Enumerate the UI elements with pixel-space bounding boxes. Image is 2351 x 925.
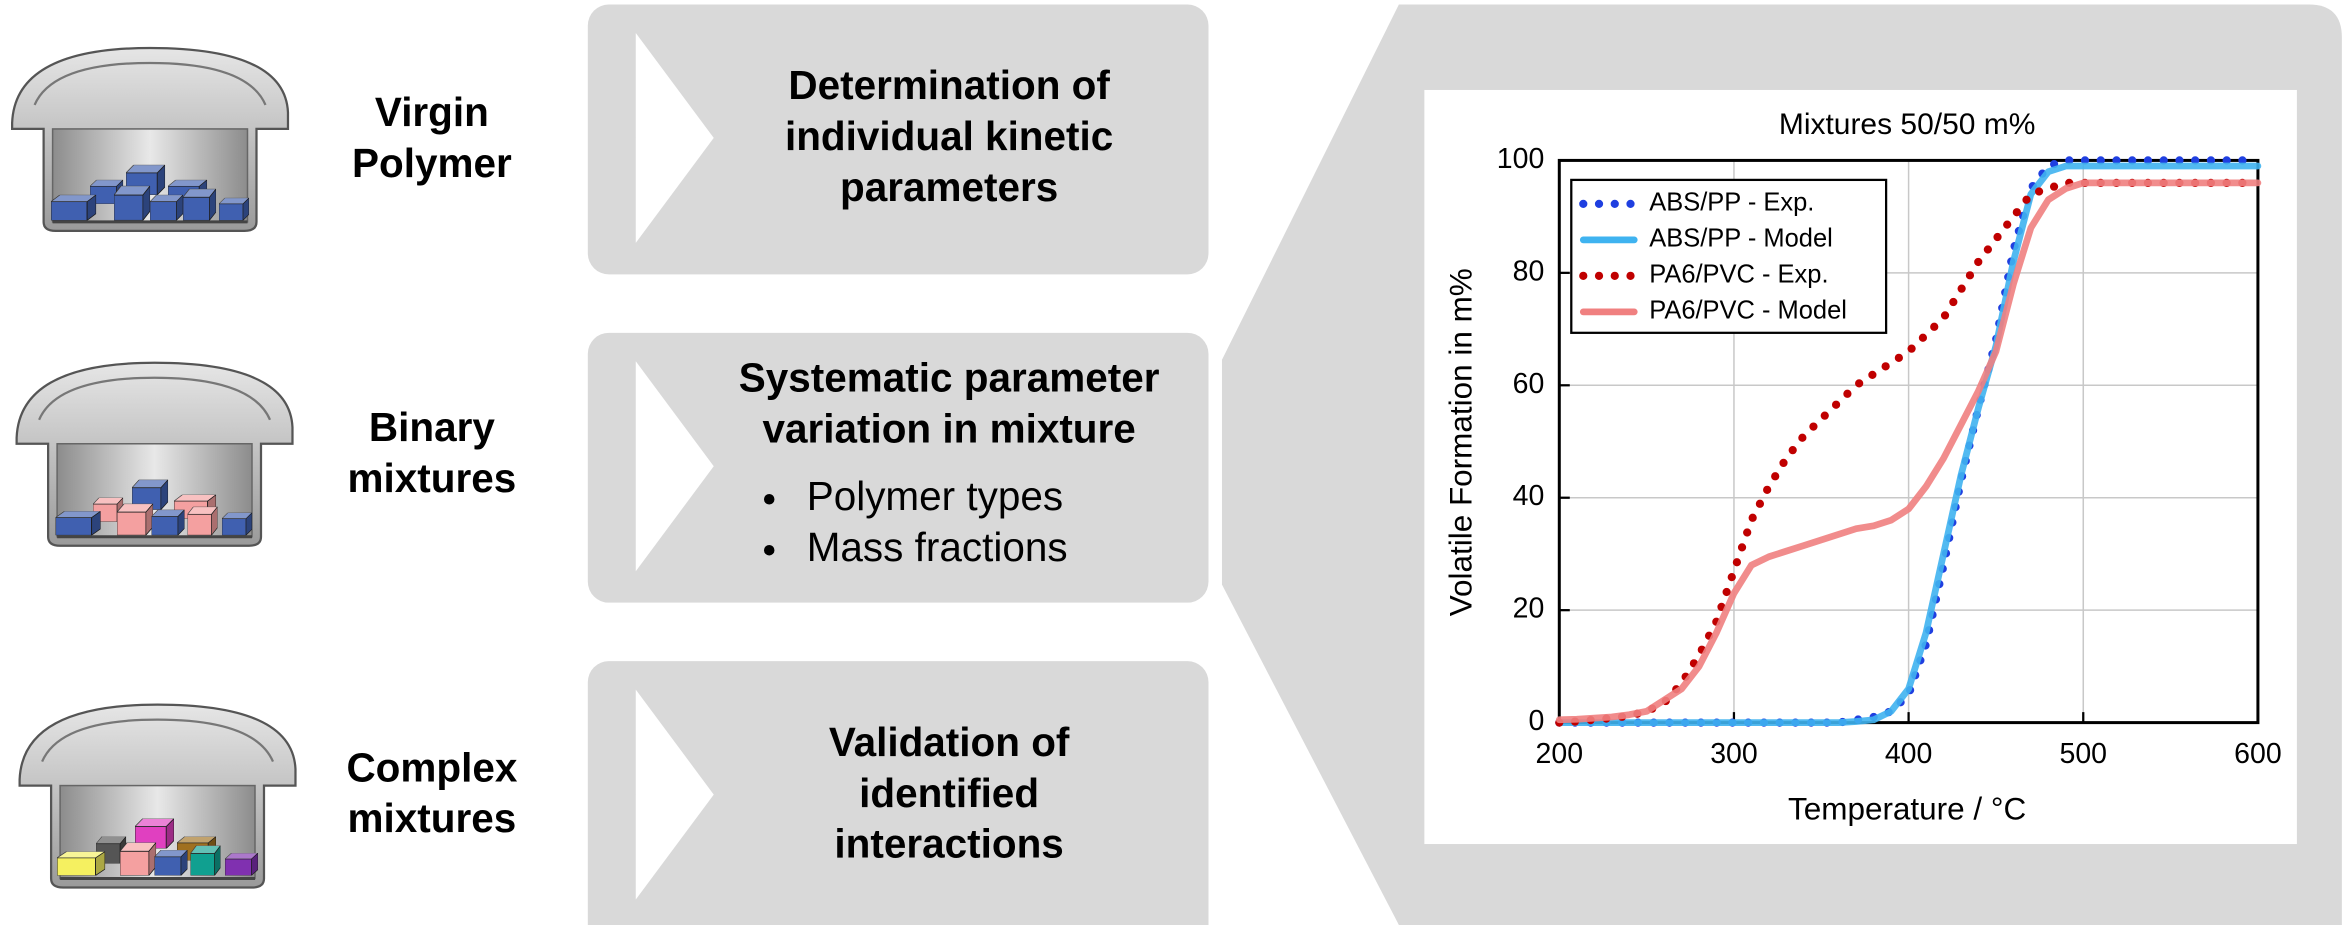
y-tick-label: 0 xyxy=(1528,705,1544,737)
legend-label: ABS/PP - Exp. xyxy=(1649,189,1814,217)
y-tick-label: 100 xyxy=(1497,143,1545,175)
legend-label: ABS/PP - Model xyxy=(1649,225,1833,253)
y-tick-label: 80 xyxy=(1513,255,1545,287)
row-label: Complex xyxy=(346,744,517,790)
chart: Mixtures 50/50 m% Temperature / °C Volat… xyxy=(1444,108,2282,827)
step-box: Validation of identified interactions xyxy=(587,661,1209,925)
row-label: Virgin xyxy=(375,89,489,135)
box-text: parameters xyxy=(840,164,1058,210)
x-tick-label: 600 xyxy=(2234,738,2282,770)
x-tick-label: 300 xyxy=(1710,738,1758,770)
bullet-text: Mass fractions xyxy=(807,524,1068,570)
bullet xyxy=(763,493,775,505)
bullet-text: Polymer types xyxy=(807,473,1063,519)
box-text: Systematic parameter xyxy=(739,354,1160,400)
box-text: Validation of xyxy=(829,719,1070,765)
box-text: interactions xyxy=(834,821,1063,867)
x-tick-label: 500 xyxy=(2060,738,2108,770)
legend-label: PA6/PVC - Exp. xyxy=(1649,261,1828,289)
legend-label: PA6/PVC - Model xyxy=(1649,297,1847,325)
crucible-icon xyxy=(18,703,297,890)
chart-title: Mixtures 50/50 m% xyxy=(1779,108,2036,141)
box-text: identified xyxy=(859,770,1039,816)
legend-box xyxy=(1570,178,1888,334)
data-line xyxy=(1555,162,2262,726)
plot-frame xyxy=(1557,158,2260,725)
step-box: Systematic parameter variation in mixtur… xyxy=(587,332,1209,603)
crucible-icon xyxy=(15,361,294,548)
box-text: individual kinetic xyxy=(785,113,1113,159)
y-axis-label: Volatile Formation in m% xyxy=(1444,268,1479,616)
x-tick-label: 200 xyxy=(1536,738,1584,770)
row-label: mixtures xyxy=(348,795,517,841)
y-tick-label: 60 xyxy=(1513,368,1545,400)
row-label: Polymer xyxy=(352,140,512,186)
x-tick-label: 400 xyxy=(1885,738,1933,770)
row-label: mixtures xyxy=(348,455,517,501)
y-tick-label: 40 xyxy=(1513,480,1545,512)
bullet xyxy=(763,544,775,556)
data-line xyxy=(1555,179,2262,724)
box-text: variation in mixture xyxy=(762,405,1135,451)
step-box: Determination of individual kinetic para… xyxy=(587,4,1209,275)
x-axis-label: Temperature / °C xyxy=(1788,791,2026,826)
y-tick-label: 20 xyxy=(1513,593,1545,625)
box-text: Determination of xyxy=(788,62,1110,108)
crucible-icon xyxy=(10,46,290,233)
row-label: Binary xyxy=(369,404,495,450)
